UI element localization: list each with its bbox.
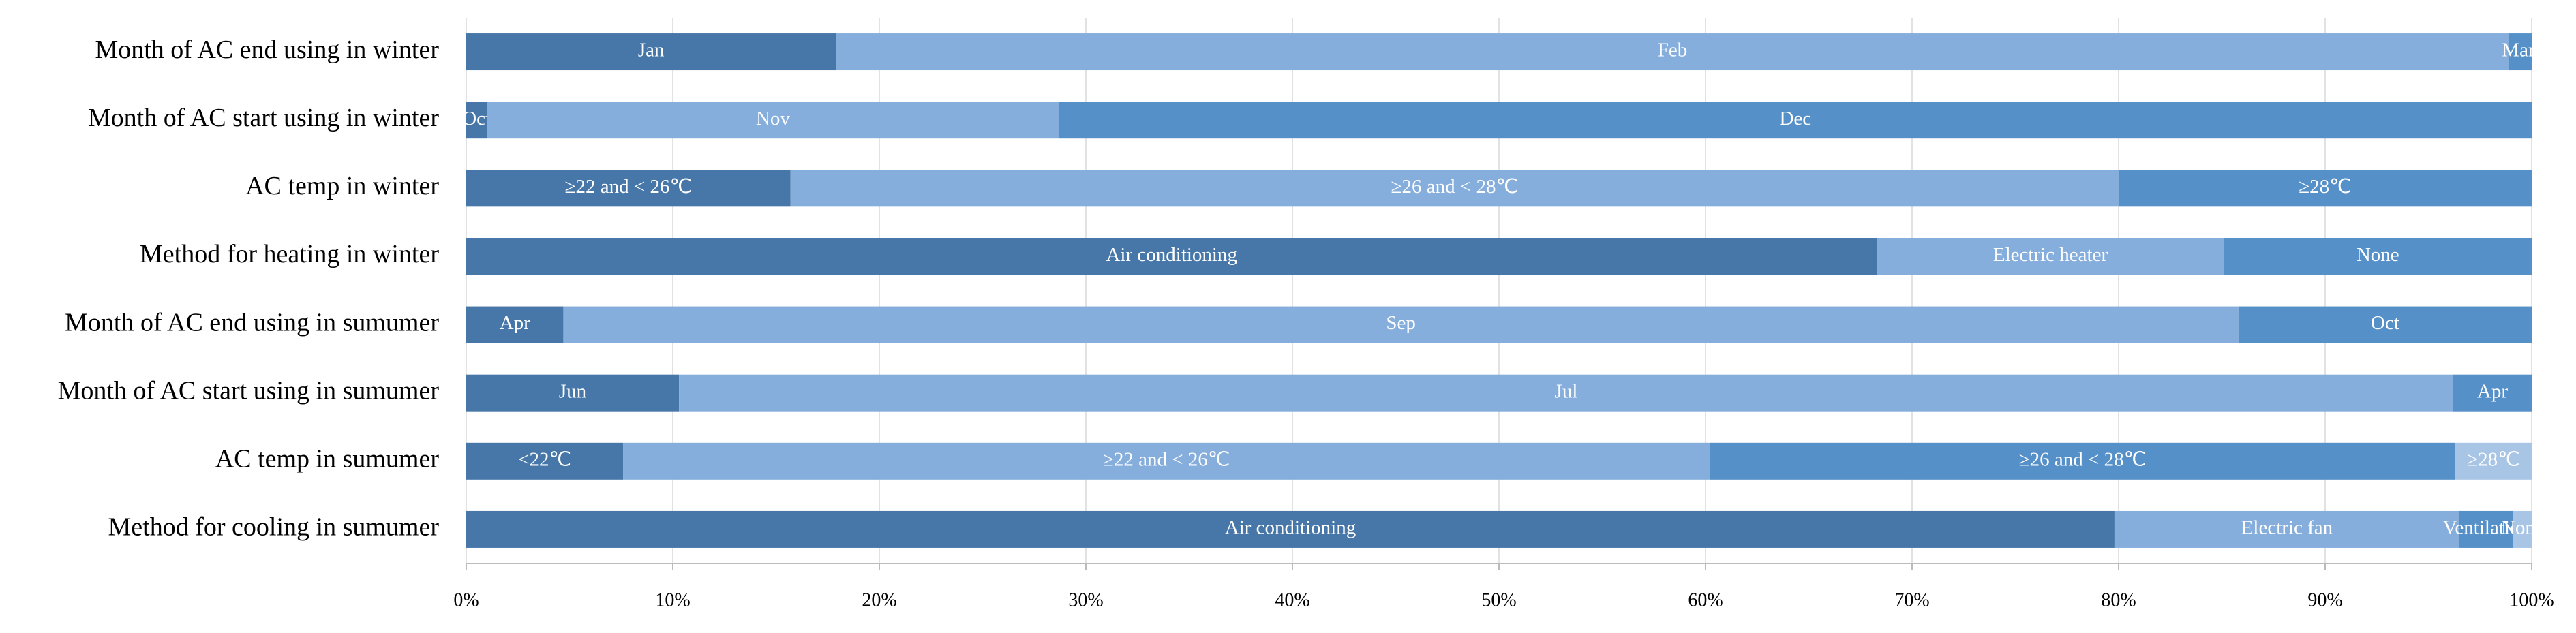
x-tick-label: 60% [1688, 589, 1723, 611]
segment-label: Electric heater [1993, 244, 2108, 266]
x-tick-label: 10% [655, 589, 690, 611]
category-label: Month of AC start using in sumumer [58, 376, 440, 405]
segment-label: Mar. [2502, 40, 2539, 61]
x-tick-label: 40% [1275, 589, 1309, 611]
segment-label: Sep [1386, 312, 1416, 334]
segment-label: ≥22 and < 26℃ [1103, 448, 1230, 470]
bar-segment [2513, 510, 2532, 548]
segment-label: Air conditioning [1106, 244, 1237, 266]
category-label: Method for heating in winter [140, 240, 439, 268]
segment-label: Nov [756, 108, 790, 129]
category-label: AC temp in winter [245, 172, 439, 200]
segment-label: Jan [638, 40, 665, 61]
x-tick-label: 30% [1068, 589, 1103, 611]
bar-segment [466, 238, 1877, 275]
segment-label: Jul [1555, 380, 1578, 402]
x-tick-label: 70% [1894, 589, 1929, 611]
bar-segment [2455, 442, 2532, 480]
segment-label: Jun [559, 380, 587, 402]
segment-label: Oct [2371, 312, 2399, 334]
x-tick-label: 80% [2101, 589, 2136, 611]
bar-segment [2509, 33, 2532, 71]
segment-label: ≥26 and < 28℃ [1391, 176, 1518, 198]
segment-label: ≥22 and < 26℃ [565, 176, 692, 198]
bar-segment [466, 33, 836, 71]
x-tick-label: 0% [453, 589, 479, 611]
bar-segment [1710, 442, 2455, 480]
category-label: Month of AC end using in winter [95, 35, 439, 64]
bar-segment [466, 510, 2115, 548]
category-label: Month of AC start using in winter [88, 104, 439, 132]
bar-segment [563, 306, 2239, 343]
segment-label: Oct [462, 108, 491, 129]
segment-label: ≥28℃ [2467, 448, 2519, 470]
x-tick-label: 90% [2307, 589, 2342, 611]
segment-label: Apr [500, 312, 530, 334]
segment-label: None [2357, 244, 2399, 266]
bar-segment [466, 306, 564, 343]
bar-segment [487, 102, 1059, 139]
segment-label: Air conditioning [1225, 517, 1357, 539]
segment-label: Feb [1658, 40, 1688, 61]
bar-segment [836, 33, 2509, 71]
bar-segment [2453, 374, 2532, 412]
bar-segment [2224, 238, 2532, 275]
segment-label: ≥26 and < 28℃ [2019, 448, 2146, 470]
bar-segment [790, 170, 2119, 207]
bar-segment [466, 102, 487, 139]
x-tick-label: 100% [2509, 589, 2554, 611]
bar-segment [2119, 170, 2532, 207]
bar-segment [466, 442, 624, 480]
bar-segment [2459, 510, 2513, 548]
bar-segment [466, 374, 680, 412]
category-label: AC temp in sumumer [215, 445, 440, 474]
x-tick-label: 50% [1481, 589, 1516, 611]
bar-segment [1059, 102, 2532, 139]
bar-segment [623, 442, 1710, 480]
bar-segment [679, 374, 2453, 412]
x-tick-label: 20% [862, 589, 896, 611]
bar-segment [2114, 510, 2459, 548]
category-label: Method for cooling in sumumer [108, 513, 440, 542]
segment-label: Apr [2477, 380, 2508, 402]
segment-label: None [2501, 517, 2544, 539]
category-label: Month of AC end using in sumumer [65, 308, 439, 337]
segment-label: <22℃ [518, 448, 571, 470]
bar-segment [1877, 238, 2224, 275]
segment-label: Electric fan [2241, 517, 2333, 539]
bar-segment [466, 170, 791, 207]
bar-segment [2238, 306, 2532, 343]
segment-label: ≥28℃ [2299, 176, 2351, 198]
segment-label: Dec [1779, 108, 1811, 129]
